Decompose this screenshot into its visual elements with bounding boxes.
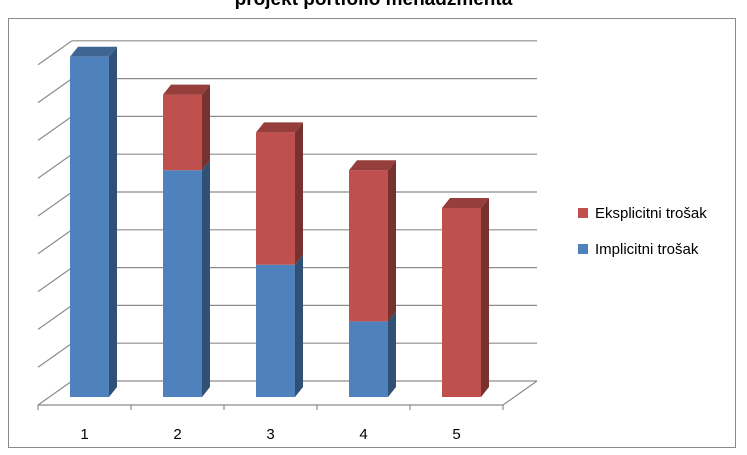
floor-right-edge: [502, 380, 538, 406]
bar-segment: [70, 46, 117, 398]
bar-segment: [349, 311, 396, 397]
x-tick-label: 4: [359, 426, 367, 443]
gridline-wall: [37, 229, 73, 255]
bar-front-face: [163, 170, 202, 397]
gridline-wall: [37, 191, 73, 217]
bar-front-face: [349, 321, 388, 397]
bar-segment: [163, 160, 210, 397]
bar-side-face: [481, 198, 489, 397]
bar-segment: [442, 198, 489, 397]
gridline-wall: [37, 115, 73, 141]
bar-side-face: [109, 46, 117, 398]
gridline-wall: [37, 153, 73, 179]
gridline-wall: [37, 380, 73, 406]
legend-swatch: [578, 208, 588, 218]
x-tick-label: 1: [80, 426, 88, 443]
bar-top-face: [163, 84, 210, 95]
legend-item: Eksplicitni trošak: [578, 205, 707, 222]
bar-front-face: [256, 132, 295, 265]
legend-label: Eksplicitni trošak: [595, 205, 707, 222]
gridline-wall: [37, 78, 73, 104]
bar-front-face: [349, 170, 388, 322]
legend: Eksplicitni trošak Implicitni trošak: [578, 205, 707, 258]
bar-front-face: [256, 264, 295, 397]
bar-segment: [349, 160, 396, 322]
gridline-wall: [37, 267, 73, 293]
bar-segment: [256, 254, 303, 397]
legend-label: Implicitni trošak: [595, 241, 699, 258]
gridline-wall: [37, 40, 73, 66]
bar-top-face: [442, 198, 489, 208]
bar-side-face: [388, 311, 396, 397]
tick-layer: 1 2 3 4 5: [80, 426, 460, 443]
bar-layer: [70, 46, 489, 398]
x-tick-label: 3: [266, 426, 274, 443]
chart-title: projekt portfolio menadžmenta: [0, 0, 747, 11]
bar-top-face: [70, 46, 117, 57]
gridline-wall: [37, 304, 73, 330]
legend-item: Implicitni trošak: [578, 241, 699, 258]
bar-front-face: [442, 208, 481, 397]
bar-front-face: [70, 56, 109, 398]
legend-swatch: [578, 244, 588, 254]
bar-segment: [163, 84, 210, 171]
gridline-wall: [37, 342, 73, 368]
bar-side-face: [202, 160, 210, 397]
bar-segment: [256, 122, 303, 265]
bar-front-face: [163, 94, 202, 171]
bar-top-face: [349, 160, 396, 171]
bar-top-face: [256, 122, 303, 133]
bar-side-face: [388, 160, 396, 322]
bar-side-face: [295, 122, 303, 265]
x-tick-label: 5: [452, 426, 460, 443]
bar-side-face: [295, 254, 303, 397]
bar-side-face: [202, 84, 210, 171]
x-tick-label: 2: [173, 426, 181, 443]
